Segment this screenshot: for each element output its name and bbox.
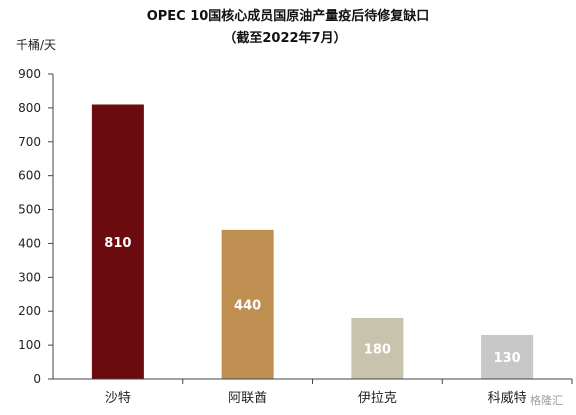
x-category-label: 沙特 — [105, 391, 131, 406]
bar — [481, 334, 534, 379]
y-tick-label: 600 — [18, 169, 41, 183]
bar — [221, 229, 274, 379]
chart-title: OPEC 10国核心成员国原油产量疫后待修复缺口 — [147, 8, 430, 24]
x-category-label: 阿联酋 — [228, 390, 267, 406]
bar-value-label: 180 — [364, 343, 391, 358]
y-tick-label: 200 — [18, 304, 41, 318]
y-tick-label: 500 — [18, 203, 41, 217]
x-category-label: 伊拉克 — [358, 391, 397, 406]
y-tick-label: 800 — [18, 101, 41, 115]
watermark-text: 格隆汇 — [530, 393, 563, 407]
y-axis-ticks: 0 100 200 300 400 500 600 700 800 900 — [18, 67, 53, 386]
x-category-label: 科威特 — [488, 391, 527, 406]
bars: 810 440 180 130 — [91, 104, 534, 379]
y-tick-label: 100 — [18, 338, 41, 352]
y-tick-label: 900 — [18, 67, 41, 81]
chart-subtitle: （截至2022年7月） — [223, 30, 346, 46]
bar — [91, 104, 144, 379]
bar-value-label: 440 — [234, 298, 261, 313]
y-tick-label: 700 — [18, 135, 41, 149]
x-axis-categories: 沙特 阿联酋 伊拉克 科威特 — [105, 379, 573, 406]
y-axis-unit-label: 千桶/天 — [16, 37, 56, 52]
y-tick-label: 400 — [18, 236, 41, 250]
y-tick-label: 0 — [33, 372, 41, 386]
bar — [351, 318, 404, 379]
bar-value-label: 130 — [494, 351, 521, 366]
y-tick-label: 300 — [18, 270, 41, 284]
bar-value-label: 810 — [104, 236, 131, 251]
